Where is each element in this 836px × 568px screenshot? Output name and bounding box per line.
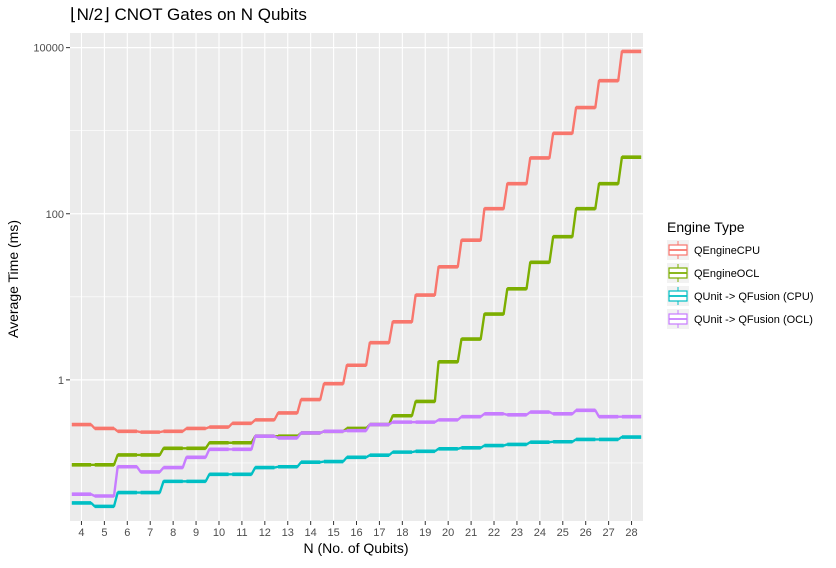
legend-label: QUnit -> QFusion (CPU) [694,291,814,303]
series-line [71,50,642,434]
series-line [71,435,642,508]
x-tick-label: 17 [373,527,385,539]
x-tick-label: 23 [511,527,523,539]
x-tick-label: 27 [602,527,614,539]
y-tick-label: 10000 [33,43,64,55]
x-tick-label: 19 [419,527,431,539]
x-tick-label: 21 [465,527,477,539]
legend: Engine Type QEngineCPU QEngineOCL QUnit ->… [667,219,814,329]
x-axis-label: N (No. of Qubits) [303,540,408,556]
y-axis-label: Average Time (ms) [5,220,21,338]
series-line [71,155,642,466]
x-tick-label: 28 [625,527,637,539]
x-tick-label: 5 [101,527,107,539]
series-line [71,409,642,498]
x-tick-label: 16 [350,527,362,539]
series-2 [71,435,642,509]
x-tick-label: 11 [236,527,247,539]
x-tick-label: 12 [259,527,271,539]
x-tick-label: 20 [442,527,454,539]
y-tick-label: 1 [58,375,64,387]
x-tick-label: 15 [327,527,339,539]
chart-title: ⌊N/2⌋ CNOT Gates on N Qubits [70,5,307,24]
y-axis: 1 100 10000 [33,43,70,387]
y-tick-label: 100 [46,209,64,221]
legend-label: QEngineCPU [694,245,760,257]
series-0 [71,49,642,434]
series-layer [71,49,642,509]
x-tick-label: 7 [147,527,153,539]
x-tick-label: 18 [396,527,408,539]
x-tick-label: 25 [557,527,569,539]
x-tick-label: 8 [170,527,176,539]
legend-label: QUnit -> QFusion (OCL) [694,314,813,326]
plot-panel [70,33,643,521]
x-tick-label: 6 [124,527,130,539]
series-3 [71,408,642,498]
x-tick-label: 9 [193,527,199,539]
legend-label: QEngineOCL [694,268,759,280]
x-tick-label: 14 [305,527,317,539]
x-axis: 4 5 6 7 8 9 10 11 12 13 14 15 16 17 18 19 20 21 22 23 24 25 26… [78,521,638,539]
x-tick-label: 26 [580,527,592,539]
legend-title: Engine Type [667,219,745,235]
x-tick-label: 24 [534,527,546,539]
x-tick-label: 13 [282,527,294,539]
x-tick-label: 22 [488,527,500,539]
x-tick-label: 4 [78,527,84,539]
x-tick-label: 10 [213,527,225,539]
